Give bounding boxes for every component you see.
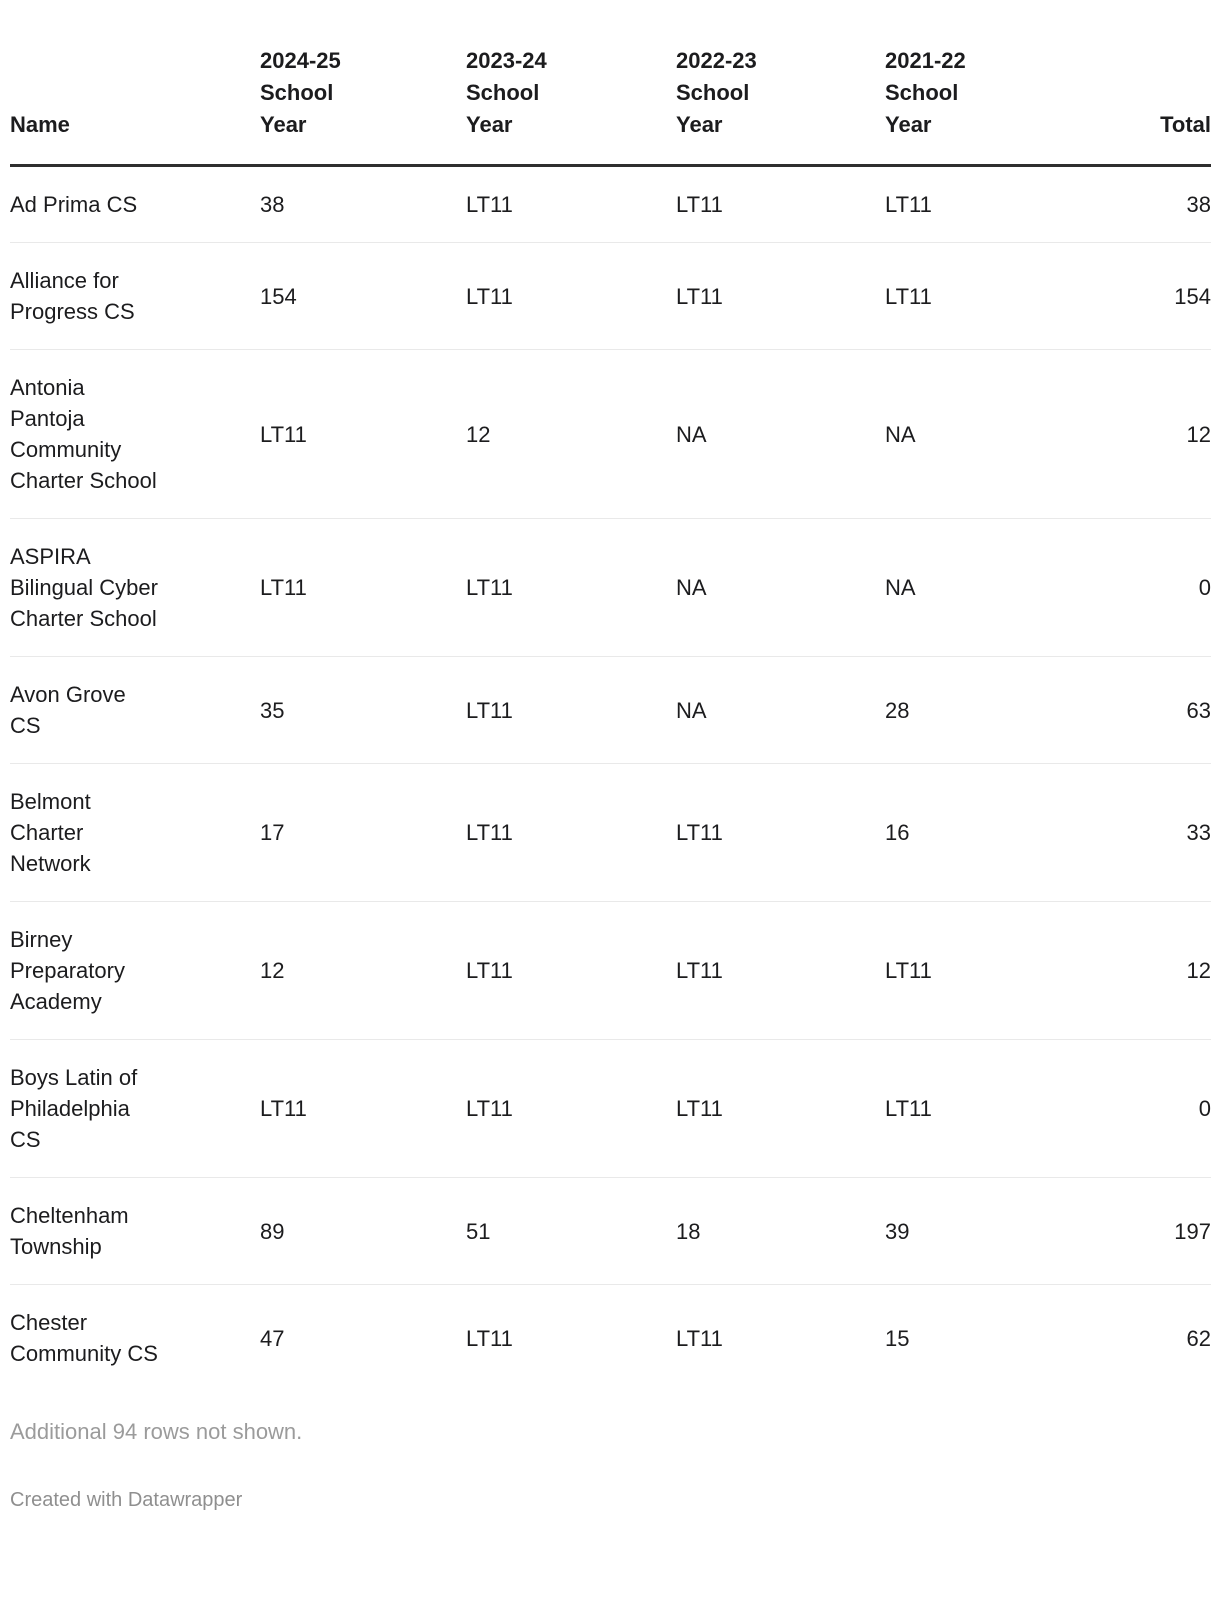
value-cell: LT11 [676, 242, 885, 350]
total-cell: 12 [1095, 349, 1211, 519]
column-header-name: Name [10, 0, 260, 167]
value-cell: 16 [885, 763, 1095, 902]
value-cell: 89 [260, 1177, 466, 1285]
table-header: Name 2024-25 School Year 2023-24 School … [10, 0, 1211, 167]
value-cell: LT11 [885, 192, 932, 217]
column-header-2022-23: 2022-23 School Year [676, 0, 885, 167]
value-cell: 12 [466, 349, 676, 519]
table-row: Ad Prima CS 38 LT11 LT11 LT11 38 [10, 166, 1211, 243]
school-name-cell: Alliance for Progress CS [10, 242, 260, 350]
total-cell: 0 [1095, 518, 1211, 657]
rows-not-shown-note: Additional 94 rows not shown. [10, 1419, 303, 1444]
value-cell: LT11 [676, 901, 885, 1040]
table-row: Birney Preparatory Academy 12 LT11 LT11 … [10, 901, 1211, 1040]
table-row: Cheltenham Township 89 51 18 39 197 [10, 1177, 1211, 1285]
value-cell: LT11 [260, 1039, 466, 1178]
value-cell: LT11 [260, 349, 466, 519]
charter-schools-table-container: Name 2024-25 School Year 2023-24 School … [10, 0, 1211, 1391]
value-cell: LT11 [676, 192, 723, 217]
value-cell: 28 [885, 656, 1095, 764]
value-cell: 154 [260, 242, 466, 350]
value-cell: LT11 [466, 901, 676, 1040]
value-cell: LT11 [676, 1039, 885, 1178]
value-cell: LT11 [676, 1284, 885, 1391]
school-name-cell: Antonia Pantoja Community Charter School [10, 349, 260, 519]
table-row: Antonia Pantoja Community Charter School… [10, 349, 1211, 519]
value-cell: NA [885, 349, 1095, 519]
value-cell: 39 [885, 1177, 1095, 1285]
value-cell: 51 [466, 1177, 676, 1285]
school-name-cell: Chester Community CS [10, 1284, 260, 1391]
header-row: Name 2024-25 School Year 2023-24 School … [10, 0, 1211, 167]
value-cell: LT11 [885, 242, 1095, 350]
school-name-cell: Birney Preparatory Academy [10, 901, 260, 1040]
value-cell: LT11 [466, 656, 676, 764]
column-header-2021-22: 2021-22 School Year [885, 0, 1095, 167]
school-name-cell: Avon Grove CS [10, 656, 260, 764]
table-body: Ad Prima CS 38 LT11 LT11 LT11 38 Allianc… [10, 166, 1211, 1391]
value-cell: NA [885, 518, 1095, 657]
value-cell: 12 [260, 901, 466, 1040]
value-cell: LT11 [466, 242, 676, 350]
value-cell: NA [676, 349, 885, 519]
value-cell: LT11 [466, 192, 513, 217]
column-header-total: Total [1095, 0, 1211, 167]
value-cell: LT11 [885, 901, 1095, 1040]
value-cell: LT11 [260, 518, 466, 657]
value-cell: LT11 [466, 1284, 676, 1391]
value-cell: NA [676, 656, 885, 764]
table-row: Boys Latin of Philadelphia CS LT11 LT11 … [10, 1039, 1211, 1178]
table-row: Alliance for Progress CS 154 LT11 LT11 L… [10, 242, 1211, 350]
value-cell: 15 [885, 1284, 1095, 1391]
value-cell: LT11 [466, 763, 676, 902]
school-name-cell: Belmont Charter Network [10, 763, 260, 902]
total-cell: 62 [1095, 1284, 1211, 1391]
school-name-cell: Cheltenham Township [10, 1177, 260, 1285]
total-cell: 63 [1095, 656, 1211, 764]
value-cell: LT11 [466, 518, 676, 657]
value-cell: 35 [260, 656, 466, 764]
table-row: ASPIRA Bilingual Cyber Charter School LT… [10, 518, 1211, 657]
value-cell: 17 [260, 763, 466, 902]
value-cell: LT11 [466, 1039, 676, 1178]
total-cell: 154 [1095, 242, 1211, 350]
table-row: Belmont Charter Network 17 LT11 LT11 16 … [10, 763, 1211, 902]
school-name-cell: Boys Latin of Philadelphia CS [10, 1039, 260, 1178]
charter-schools-table: Name 2024-25 School Year 2023-24 School … [10, 0, 1211, 1391]
value-cell: 18 [676, 1177, 885, 1285]
total-cell: 0 [1095, 1039, 1211, 1178]
total-cell: 12 [1095, 901, 1211, 1040]
value-cell: 38 [260, 192, 285, 217]
school-name-cell: ASPIRA Bilingual Cyber Charter School [10, 518, 260, 657]
value-cell: NA [676, 518, 885, 657]
table-row: Avon Grove CS 35 LT11 NA 28 63 [10, 656, 1211, 764]
value-cell: 47 [260, 1284, 466, 1391]
datawrapper-attribution-link[interactable]: Created with Datawrapper [10, 1489, 243, 1511]
value-cell: LT11 [885, 1039, 1095, 1178]
total-cell: 33 [1095, 763, 1211, 902]
school-name-cell: Ad Prima CS [10, 192, 138, 217]
table-row: Chester Community CS 47 LT11 LT11 15 62 [10, 1284, 1211, 1391]
value-cell: LT11 [676, 763, 885, 902]
total-cell: 197 [1095, 1177, 1211, 1285]
total-cell: 38 [1186, 192, 1211, 217]
column-header-2024-25: 2024-25 School Year [260, 0, 466, 167]
column-header-2023-24: 2023-24 School Year [466, 0, 676, 167]
